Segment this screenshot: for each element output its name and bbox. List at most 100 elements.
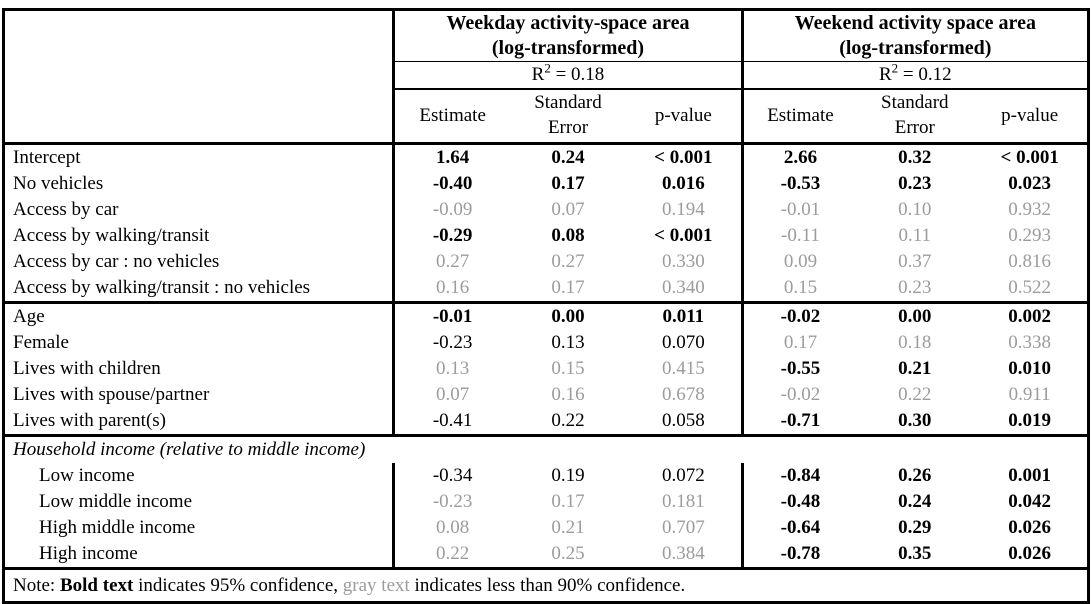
weekend-estimate-cell: -0.02 [740,302,858,330]
weekday-pvalue-cell: 0.194 [661,199,705,220]
note-prefix: Note: [13,574,60,596]
weekend-pvalue-cell: 0.911 [1008,384,1051,405]
weekend-estimate-cell: -0.01 [740,197,858,223]
weekday-se-cell: 0.24 [551,147,585,168]
income-section-header-row: Household income (relative to middle inc… [4,436,1089,464]
weekday-pvalue-header: p-value [626,89,743,145]
weekend-se-cell: 0.32 [898,147,932,168]
row-label: Female [13,332,69,353]
table-row: Lives with spouse/partner 0.07 0.16 0.67… [4,382,1089,408]
weekday-standard-error-header: Standard Error [509,89,627,145]
weekday-pvalue-cell: 0.181 [661,491,705,512]
weekday-pvalue-cell: 0.072 [661,465,705,486]
weekday-se-cell: 0.00 [551,306,585,327]
table-row: High middle income 0.08 0.21 0.707 -0.64… [4,515,1089,541]
weekday-estimate-cell: 0.27 [392,249,510,275]
weekday-se-cell: 0.27 [551,251,585,272]
weekend-pvalue-cell: 0.026 [1008,517,1052,538]
weekend-r-squared: R2 = 0.12 [740,61,1089,90]
weekend-se-cell: 0.21 [898,358,932,379]
weekend-estimate-cell: -0.78 [740,541,858,570]
weekday-pvalue-cell: < 0.001 [654,225,713,246]
weekday-pvalue-cell: 0.330 [661,251,705,272]
weekend-pvalue-cell: < 0.001 [1000,147,1059,168]
weekend-se-cell: 0.37 [898,251,932,272]
table-row: Low middle income -0.23 0.17 0.181 -0.48… [4,489,1089,515]
weekend-estimate-cell: -0.02 [740,382,858,408]
note: Note: Bold text indicates 95% confidence… [4,569,1089,603]
weekend-estimate-cell: 0.15 [740,275,858,304]
weekend-estimate-cell: 2.66 [740,143,858,171]
weekday-se-cell: 0.07 [551,199,585,220]
weekday-r-squared: R2 = 0.18 [392,61,743,90]
weekend-se-cell: 0.35 [857,541,973,570]
weekday-group-title: Weekday activity-space area (log-transfo… [392,9,743,62]
table-row: Intercept 1.64 0.24 < 0.001 2.66 0.32 < … [4,143,1089,171]
weekend-pvalue-cell: 0.023 [1008,173,1052,194]
row-label: Lives with spouse/partner [13,384,210,405]
table-row: No vehicles -0.40 0.17 0.016 -0.53 0.23 … [4,171,1089,197]
weekday-se-cell: 0.19 [551,465,585,486]
weekend-estimate-header: Estimate [740,89,858,145]
weekend-pvalue-cell: 0.816 [1008,251,1052,272]
note-gray-term: gray text [342,574,410,596]
row-label: Access by car : no vehicles [13,251,220,272]
weekend-estimate-cell: -0.53 [740,171,858,197]
weekday-pvalue-cell: 0.016 [661,173,705,194]
group-title-row: Weekday activity-space area (log-transfo… [3,9,1089,145]
weekday-se-cell: 0.13 [551,332,585,353]
weekday-estimate-cell: 0.22 [392,541,510,570]
weekday-se-cell: 0.17 [551,173,585,194]
weekday-se-cell: 0.08 [551,225,585,246]
weekday-estimate-cell: -0.23 [392,489,510,515]
note-middle: indicates 95% confidence, [133,574,343,596]
weekend-se-cell: 0.23 [898,173,932,194]
note-suffix: indicates less than 90% confidence. [409,574,686,596]
regression-results-table: Weekday activity-space area (log-transfo… [2,8,1090,604]
weekend-pvalue-cell: 0.522 [972,275,1089,304]
weekend-pvalue-cell: 0.042 [1008,491,1052,512]
table-row: Access by walking/transit : no vehicles … [3,275,1089,304]
row-label: Intercept [13,147,81,168]
r-symbol: R [878,64,892,85]
row-label: Lives with parent(s) [3,408,394,437]
weekday-pvalue-cell: 0.340 [626,275,743,304]
weekday-pvalue-cell: 0.678 [661,384,705,405]
weekend-pvalue-cell: 0.002 [1008,306,1052,327]
table-row: Age -0.01 0.00 0.011 -0.02 0.00 0.002 [4,302,1089,330]
weekend-standard-error-header: Standard Error [857,89,973,145]
weekend-se-cell: 0.00 [898,306,932,327]
weekend-pvalue-cell: 0.293 [1008,225,1052,246]
weekend-se-cell: 0.22 [898,384,932,405]
weekend-se-cell: 0.26 [898,465,932,486]
row-label: Lives with children [13,358,161,379]
weekday-se-cell: 0.22 [509,408,627,437]
weekend-estimate-cell: -0.71 [740,408,858,437]
weekend-se-cell: 0.30 [857,408,973,437]
table-row: Low income -0.34 0.19 0.072 -0.84 0.26 0… [4,463,1089,489]
table-row: Access by car -0.09 0.07 0.194 -0.01 0.1… [4,197,1089,223]
weekend-estimate-cell: -0.84 [740,463,858,489]
row-label: Access by car [13,199,119,220]
row-label: Access by walking/transit : no vehicles [3,275,394,304]
note-bold-term: Bold text [59,574,134,596]
row-label: Age [13,306,45,327]
weekday-se-cell: 0.25 [509,541,627,570]
weekday-se-cell: 0.17 [551,491,585,512]
row-label: Low middle income [39,491,193,512]
r-exponent: 2 [891,61,899,76]
weekday-pvalue-cell: 0.058 [626,408,743,437]
weekday-pvalue-cell: 0.011 [662,306,705,327]
row-label: Low income [39,465,135,486]
r-squared-value: = 0.18 [550,64,605,85]
table-row: Access by car : no vehicles 0.27 0.27 0.… [4,249,1089,275]
row-label: High middle income [39,517,196,538]
weekend-pvalue-cell: 0.010 [1008,358,1052,379]
note-row: Note: Bold text indicates 95% confidence… [4,569,1089,603]
weekday-estimate-cell: 1.64 [392,143,510,171]
weekday-estimate-cell: -0.41 [392,408,510,437]
weekday-estimate-cell: -0.29 [392,223,510,249]
row-label: Access by walking/transit [13,225,210,246]
weekend-estimate-cell: -0.55 [740,356,858,382]
